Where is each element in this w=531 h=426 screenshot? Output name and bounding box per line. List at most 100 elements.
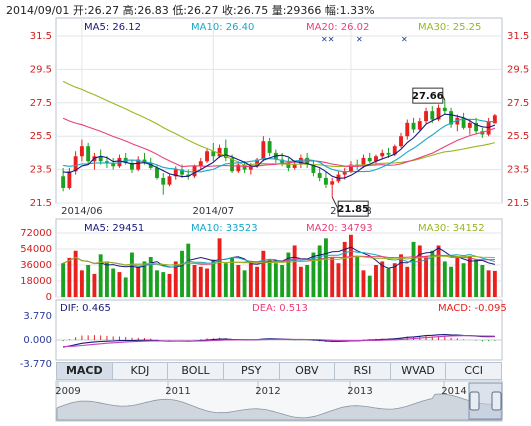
- price-y-ticks: 31.5 31.5 29.5 29.5 27.5 27.5 25.5 25.5 23.5 23.5…: [30, 31, 530, 209]
- candle-body: [161, 177, 166, 185]
- volume-tick: 54000: [20, 244, 52, 255]
- volume-bar: [417, 245, 422, 297]
- ma-line-ma10: [63, 118, 495, 173]
- volume-bar: [442, 261, 447, 297]
- navigator-year-label: 2014: [441, 386, 466, 397]
- volume-bar: [424, 256, 428, 297]
- candle-body: [280, 159, 285, 163]
- macd-lines: [63, 334, 495, 348]
- volume-bar: [411, 241, 416, 297]
- navigator-area: [56, 393, 502, 421]
- volume-bar: [267, 259, 272, 297]
- candle-body: [242, 164, 247, 170]
- volume-bar: [374, 265, 378, 297]
- volume-bar: [223, 263, 228, 297]
- volume-bar: [349, 234, 353, 297]
- navigator-left-handle[interactable]: [469, 391, 480, 411]
- volume-bar: [117, 272, 122, 297]
- ma-lines: [62, 80, 496, 179]
- quote-high: 高:26.83: [122, 4, 169, 17]
- candle-body: [117, 157, 122, 167]
- volume-bar: [330, 257, 335, 297]
- candle-body: [467, 122, 472, 128]
- volume-bar: [67, 257, 72, 297]
- annotation-box: [412, 87, 444, 104]
- candle-body: [86, 146, 91, 162]
- macd-tick: 3.770: [23, 311, 52, 322]
- volume-bar: [455, 257, 460, 297]
- tab-psy[interactable]: PSY: [223, 363, 280, 379]
- candle-body: [211, 151, 216, 157]
- volume-bar: [79, 270, 84, 297]
- volume-tick: 72000: [20, 228, 52, 239]
- volume-bar: [305, 265, 310, 297]
- price-x-label: 2014/07: [193, 206, 235, 217]
- vol-legend-ma20: MA20: 34793: [306, 223, 373, 234]
- volume-bar: [211, 259, 216, 297]
- macd-panel: [55, 299, 503, 361]
- volume-bar: [298, 266, 303, 297]
- volume-bar: [248, 261, 253, 297]
- volume-ma-line: [62, 255, 495, 266]
- candle-body: [261, 141, 266, 160]
- tab-boll[interactable]: BOLL: [168, 363, 224, 379]
- navigator-right-handle[interactable]: [491, 391, 502, 411]
- tab-rsi[interactable]: RSI: [335, 363, 391, 379]
- volume-bar: [161, 272, 166, 297]
- tab-kdj[interactable]: KDJ: [112, 363, 169, 379]
- candle-body: [417, 121, 422, 130]
- volume-bar: [255, 266, 260, 297]
- vol-legend-ma10: MA10: 33523: [191, 223, 258, 234]
- candle-body: [380, 152, 385, 157]
- volume-tick: 36000: [20, 260, 52, 271]
- annotation-label: 27.66: [412, 91, 444, 102]
- navigator-year-label: 2012: [255, 386, 280, 397]
- volume-bar: [336, 263, 341, 297]
- candle-body: [461, 117, 466, 128]
- event-marker-icon[interactable]: ✕✕: [321, 35, 334, 44]
- price-grid: [56, 18, 502, 204]
- volume-bar: [148, 257, 153, 297]
- event-marker-icon[interactable]: ✕: [356, 35, 363, 44]
- ma-line-ma20: [62, 117, 496, 168]
- event-markers: ✕✕ ✕ ✕: [321, 35, 408, 44]
- volume-bar: [242, 270, 247, 297]
- tab-obv[interactable]: OBV: [279, 363, 336, 379]
- volume-bar: [280, 265, 285, 297]
- volume-bar: [186, 243, 191, 297]
- volume-bar: [486, 270, 491, 297]
- price-x-label: 2014/06: [61, 206, 103, 217]
- volume-bar: [192, 265, 197, 297]
- candle-body: [198, 161, 203, 167]
- candle-body: [205, 151, 209, 162]
- candle-body: [311, 164, 316, 173]
- volume-bar: [461, 263, 466, 297]
- price-tick-left: 25.5: [30, 131, 52, 142]
- volume-bar: [355, 256, 360, 297]
- quote-open: 开:26.27: [72, 4, 120, 17]
- volume-bar: [342, 241, 347, 297]
- candle-body: [411, 122, 416, 130]
- volume-bar: [98, 254, 103, 297]
- tab-macd[interactable]: MACD: [57, 363, 113, 379]
- volume-bar: [467, 256, 472, 297]
- candle-body: [180, 169, 184, 175]
- volume-bar: [198, 266, 203, 297]
- volume-bar: [405, 266, 410, 297]
- macd-value-label: MACD: -0.095: [438, 303, 507, 314]
- volume-bar: [173, 261, 178, 297]
- tab-wvad[interactable]: WVAD: [390, 363, 447, 379]
- volume-bars: [61, 234, 497, 297]
- annotation-label: 21.85: [337, 204, 369, 215]
- navigator-year-label: 2009: [55, 386, 80, 397]
- event-marker-icon[interactable]: ✕: [401, 35, 408, 44]
- macd-legend: DIF: 0.465 DEA: 0.513 MACD: -0.095: [60, 303, 507, 314]
- candle-body: [317, 172, 322, 178]
- tab-cci[interactable]: CCI: [446, 363, 501, 379]
- price-tick-left: 29.5: [30, 64, 52, 75]
- volume-bar: [167, 273, 172, 297]
- volume-bar: [155, 270, 159, 297]
- candle-body: [155, 167, 159, 178]
